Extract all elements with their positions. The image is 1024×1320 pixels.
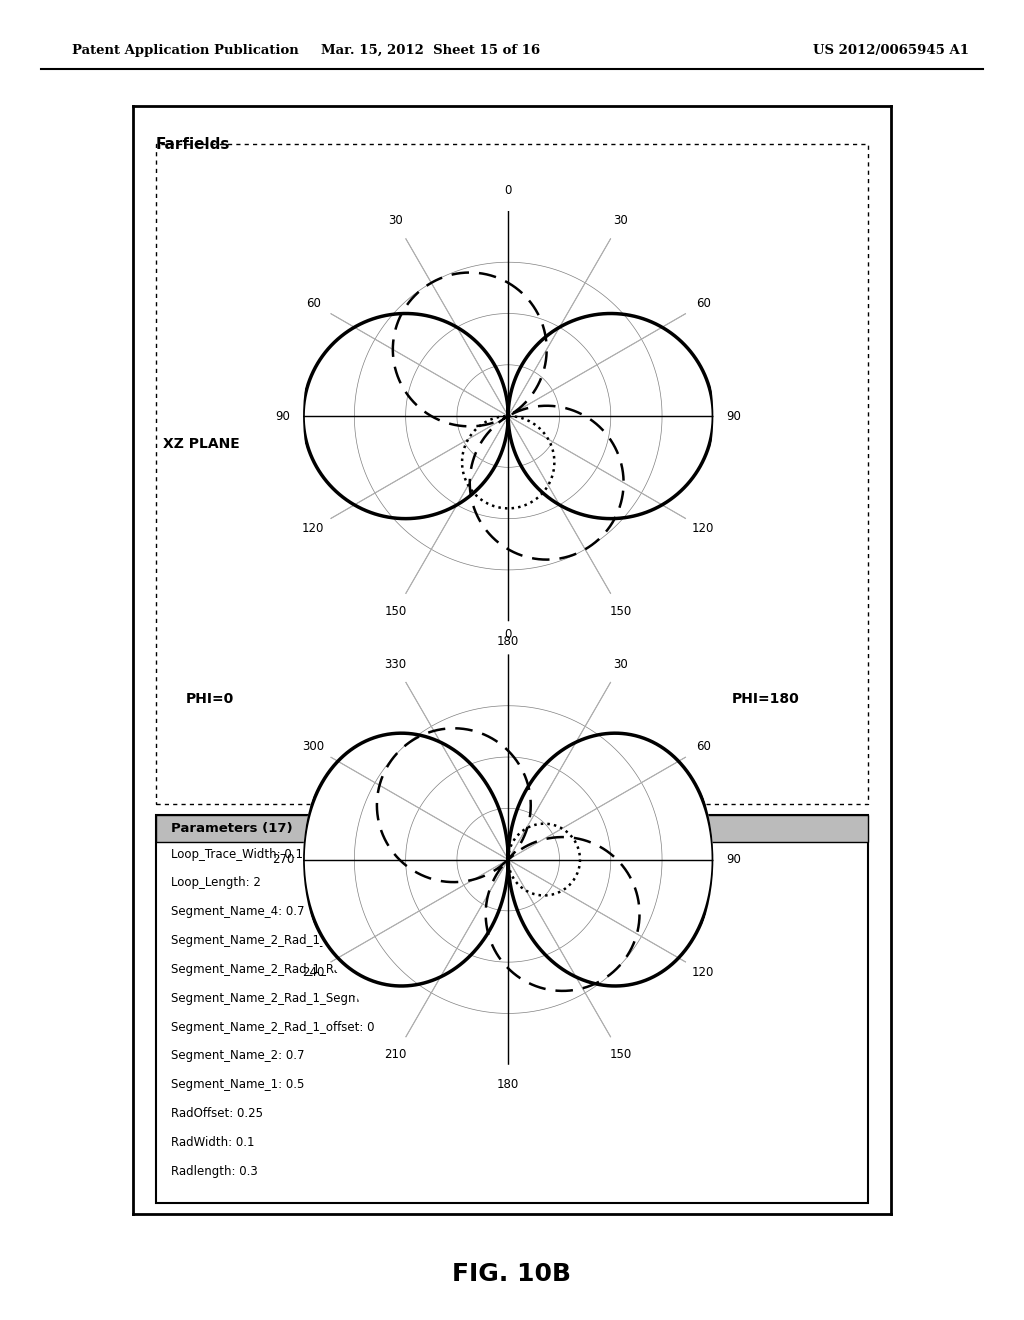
- Text: Segment_Name_2_Rad_1_offset: 0: Segment_Name_2_Rad_1_offset: 0: [171, 1020, 375, 1034]
- Text: Radlength: 0.3: Radlength: 0.3: [171, 1164, 258, 1177]
- Text: Segment_Name_2_Rad_1_Radiator_width: 0.03: Segment_Name_2_Rad_1_Radiator_width: 0.0…: [171, 935, 449, 946]
- Text: RadWidth: 0.1: RadWidth: 0.1: [171, 1135, 255, 1148]
- Text: Segment_Name_2: 0.7: Segment_Name_2: 0.7: [171, 1049, 304, 1063]
- Text: Segment_Name_2_Rad_1_Radiator_length: 0.2: Segment_Name_2_Rad_1_Radiator_length: 0.…: [171, 962, 446, 975]
- Text: Parameters (17): Parameters (17): [171, 822, 293, 836]
- Text: PHI=180: PHI=180: [732, 692, 800, 706]
- Text: Segment_Name_2_Rad_1_Segment_offset: 0: Segment_Name_2_Rad_1_Segment_offset: 0: [171, 991, 433, 1005]
- Text: Segment_Name_1: 0.5: Segment_Name_1: 0.5: [171, 1078, 304, 1092]
- Text: Farfields: Farfields: [156, 137, 230, 152]
- Text: Loop_Length: 2: Loop_Length: 2: [171, 876, 261, 890]
- Text: Segment_Name_4: 0.7: Segment_Name_4: 0.7: [171, 906, 304, 919]
- Bar: [156, 816, 868, 842]
- Text: Patent Application Publication: Patent Application Publication: [72, 44, 298, 57]
- Text: FIG. 10B: FIG. 10B: [453, 1262, 571, 1286]
- Bar: [156, 816, 868, 1204]
- Text: PHI=0: PHI=0: [186, 692, 234, 706]
- Text: Loop_Trace_Width: 0.1: Loop_Trace_Width: 0.1: [171, 847, 303, 861]
- Text: XZ PLANE: XZ PLANE: [164, 437, 241, 451]
- Text: US 2012/0065945 A1: US 2012/0065945 A1: [813, 44, 969, 57]
- Text: RadOffset: 0.25: RadOffset: 0.25: [171, 1107, 263, 1119]
- Bar: [156, 144, 868, 804]
- Text: Mar. 15, 2012  Sheet 15 of 16: Mar. 15, 2012 Sheet 15 of 16: [321, 44, 540, 57]
